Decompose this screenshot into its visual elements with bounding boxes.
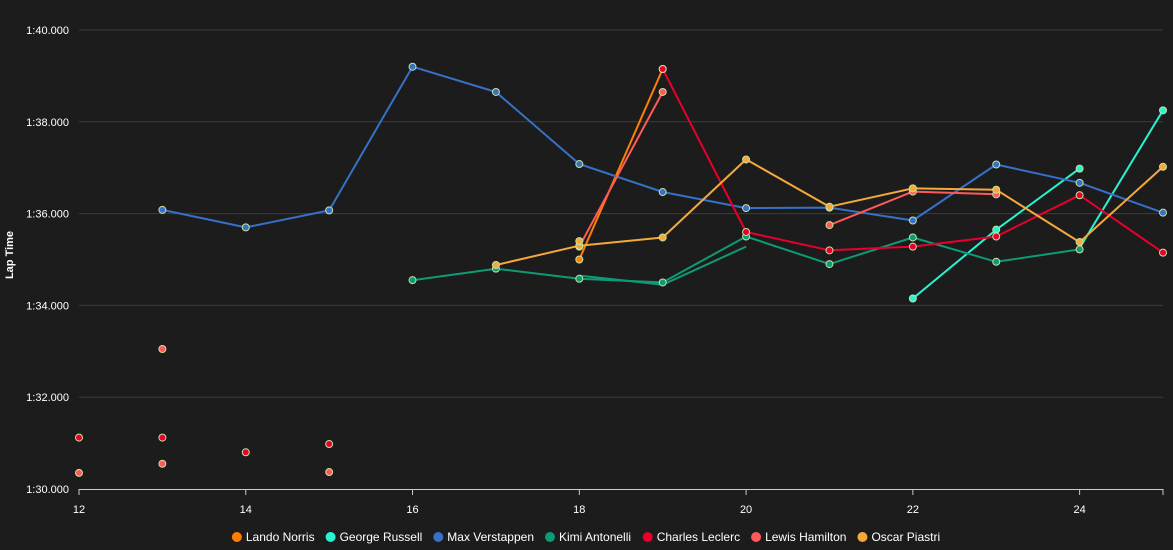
series-line-lando-norris <box>578 68 664 260</box>
y-tick-label: 1:38.000 <box>26 117 69 129</box>
data-point-lewis-hamilton[interactable] <box>75 468 83 477</box>
grid-lines <box>79 29 1163 398</box>
legend-label: Kimi Antonelli <box>559 530 631 544</box>
series-line-lewis-hamilton <box>578 91 664 248</box>
data-point-charles-leclerc[interactable] <box>742 227 751 236</box>
series-points <box>75 62 1167 477</box>
x-tick-label: 22 <box>907 504 919 516</box>
legend-swatch <box>751 532 762 542</box>
y-tick-label: 1:36.000 <box>26 209 69 221</box>
data-point-lando-norris[interactable] <box>575 255 584 264</box>
data-point-kimi-antonelli[interactable] <box>825 260 834 269</box>
legend-swatch <box>231 532 242 542</box>
data-point-lewis-hamilton[interactable] <box>158 459 167 468</box>
data-point-kimi-antonelli[interactable] <box>658 278 667 287</box>
y-axis-ticks: 1:30.000 1:32.000 1:34.000 1:36.000 1:38.000… <box>26 25 69 496</box>
data-point-lewis-hamilton[interactable] <box>658 87 667 96</box>
data-point-oscar-piastri[interactable] <box>825 202 834 211</box>
data-point-oscar-piastri[interactable] <box>1075 238 1084 247</box>
x-tick-label: 12 <box>73 504 85 516</box>
series-line-george-russell <box>1078 109 1164 249</box>
data-point-max-verstappen[interactable] <box>1159 208 1167 217</box>
data-point-max-verstappen[interactable] <box>1075 178 1084 187</box>
data-point-lewis-hamilton[interactable] <box>158 345 167 354</box>
y-tick-label: 1:34.000 <box>26 300 69 312</box>
legend-label: Lando Norris <box>246 530 315 544</box>
y-tick-label: 1:30.000 <box>26 484 69 496</box>
legend-item-george-russell[interactable]: George Russell <box>325 530 423 544</box>
data-point-kimi-antonelli[interactable] <box>908 233 917 242</box>
legend-item-lando-norris[interactable]: Lando Norris <box>231 530 315 544</box>
data-point-oscar-piastri[interactable] <box>491 261 500 270</box>
data-point-max-verstappen[interactable] <box>408 62 417 71</box>
legend-swatch <box>545 532 556 542</box>
data-point-oscar-piastri[interactable] <box>658 233 667 242</box>
data-point-kimi-antonelli[interactable] <box>575 274 584 283</box>
data-point-max-verstappen[interactable] <box>241 223 250 232</box>
data-point-max-verstappen[interactable] <box>742 204 751 213</box>
legend-label: Charles Leclerc <box>657 530 740 544</box>
legend-label: Oscar Piastri <box>871 530 940 544</box>
data-point-max-verstappen[interactable] <box>158 205 167 214</box>
series-lines <box>162 65 1164 300</box>
data-point-max-verstappen[interactable] <box>325 206 334 215</box>
legend-label: George Russell <box>340 530 423 544</box>
x-tick-label: 16 <box>406 504 418 516</box>
data-point-oscar-piastri[interactable] <box>742 155 751 164</box>
legend-swatch <box>325 532 336 542</box>
series-line-charles-leclerc <box>661 68 1164 254</box>
y-tick-label: 1:32.000 <box>26 392 69 404</box>
legend-swatch <box>857 532 868 542</box>
data-point-max-verstappen[interactable] <box>491 87 500 96</box>
x-tick-label: 20 <box>740 504 752 516</box>
data-point-max-verstappen[interactable] <box>575 160 584 169</box>
x-axis-ticks: 12 14 16 18 20 22 24 <box>73 489 1164 516</box>
legend-item-max-verstappen[interactable]: Max Verstappen <box>433 530 534 544</box>
data-point-kimi-antonelli[interactable] <box>408 276 417 285</box>
legend-item-charles-leclerc[interactable]: Charles Leclerc <box>642 530 740 544</box>
data-point-lewis-hamilton[interactable] <box>825 221 834 230</box>
data-point-max-verstappen[interactable] <box>908 216 917 225</box>
data-point-charles-leclerc[interactable] <box>908 242 917 251</box>
data-point-oscar-piastri[interactable] <box>908 184 917 193</box>
data-point-kimi-antonelli[interactable] <box>1075 245 1084 254</box>
data-point-charles-leclerc[interactable] <box>658 65 667 74</box>
data-point-charles-leclerc[interactable] <box>241 448 250 457</box>
data-point-george-russell[interactable] <box>908 294 917 303</box>
data-point-lewis-hamilton[interactable] <box>325 468 334 477</box>
data-point-max-verstappen[interactable] <box>992 160 1001 169</box>
legend-label: Lewis Hamilton <box>765 530 846 544</box>
data-point-oscar-piastri[interactable] <box>1159 162 1167 171</box>
data-point-charles-leclerc[interactable] <box>1075 191 1084 200</box>
x-tick-label: 24 <box>1073 504 1085 516</box>
data-point-oscar-piastri[interactable] <box>575 237 584 246</box>
legend-item-kimi-antonelli[interactable]: Kimi Antonelli <box>545 530 631 544</box>
data-point-oscar-piastri[interactable] <box>992 185 1001 194</box>
x-tick-label: 14 <box>240 504 252 516</box>
data-point-george-russell[interactable] <box>1159 106 1167 115</box>
data-point-charles-leclerc[interactable] <box>1159 248 1167 257</box>
data-point-kimi-antonelli[interactable] <box>992 257 1001 266</box>
data-point-max-verstappen[interactable] <box>658 188 667 197</box>
legend-item-oscar-piastri[interactable]: Oscar Piastri <box>857 530 940 544</box>
legend: Lando Norris George Russell Max Verstappen… <box>231 530 940 544</box>
data-point-charles-leclerc[interactable] <box>158 433 167 442</box>
data-point-george-russell[interactable] <box>1075 164 1084 173</box>
data-point-charles-leclerc[interactable] <box>825 246 834 255</box>
legend-swatch <box>642 532 653 542</box>
legend-swatch <box>433 532 444 542</box>
data-point-charles-leclerc[interactable] <box>325 440 334 449</box>
x-tick-label: 18 <box>573 504 585 516</box>
y-axis-title: Lap Time <box>4 231 16 279</box>
data-point-charles-leclerc[interactable] <box>75 433 83 442</box>
legend-label: Max Verstappen <box>447 530 534 544</box>
y-tick-label: 1:40.000 <box>26 25 69 37</box>
legend-item-lewis-hamilton[interactable]: Lewis Hamilton <box>751 530 846 544</box>
data-point-george-russell[interactable] <box>992 225 1001 234</box>
data-point-charles-leclerc[interactable] <box>992 232 1001 241</box>
